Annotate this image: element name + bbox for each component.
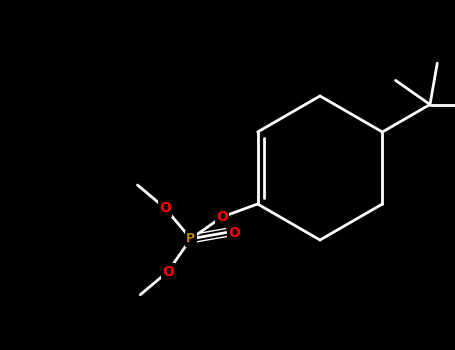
Text: O: O	[216, 210, 228, 224]
Text: O: O	[162, 265, 174, 279]
Text: P: P	[186, 232, 195, 245]
Text: O: O	[159, 201, 171, 215]
Text: O: O	[228, 225, 240, 239]
